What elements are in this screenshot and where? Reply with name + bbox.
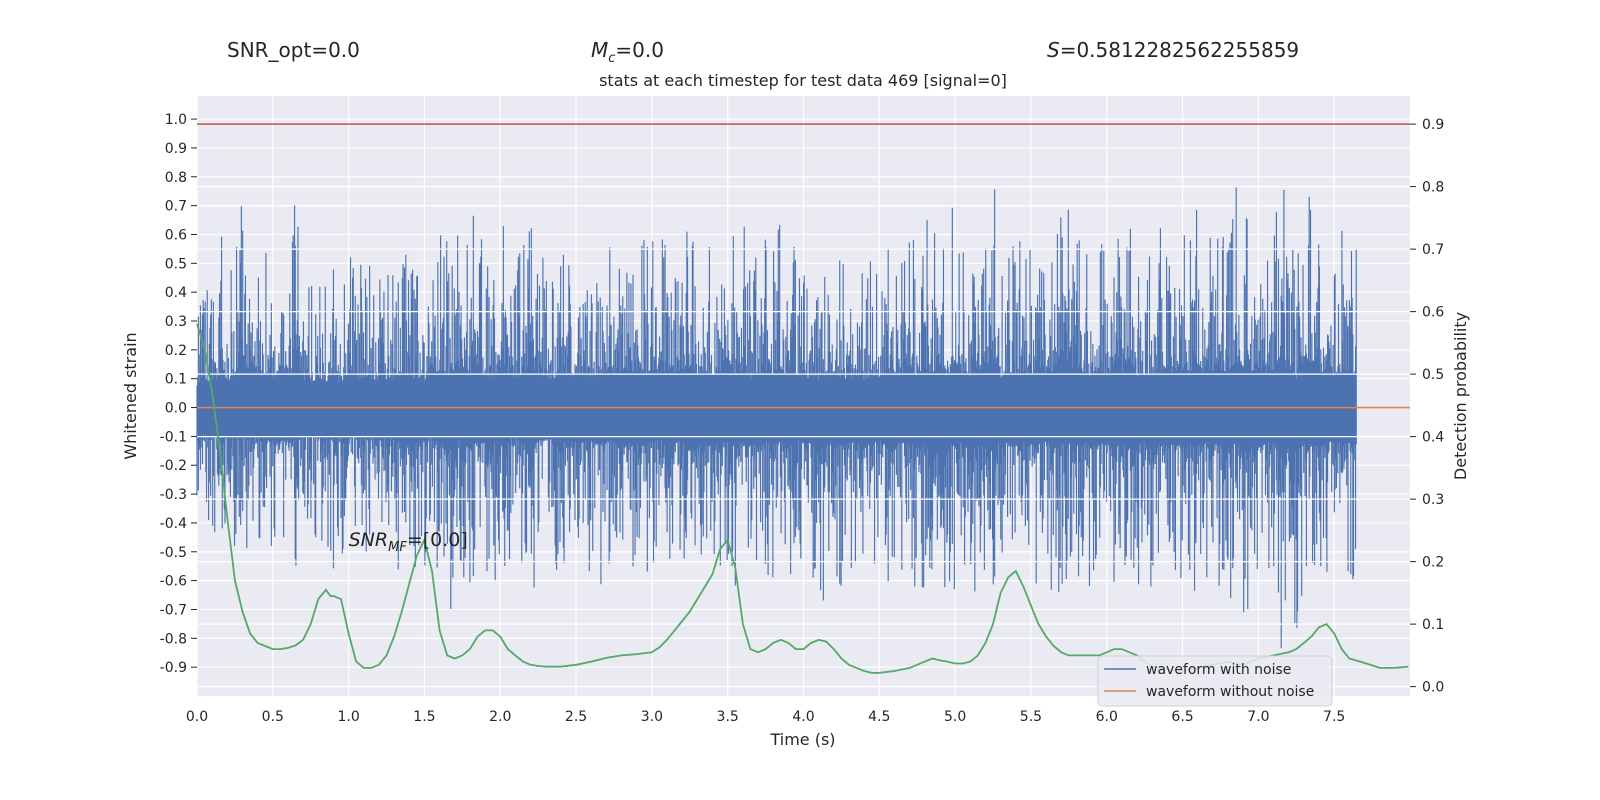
noise-waveform-path [196, 186, 1357, 649]
x-tick-label: 0.5 [262, 709, 284, 725]
y2-tick-label: 0.0 [1422, 680, 1444, 696]
s-symbol: S [1047, 38, 1060, 62]
x-tick-label: 4.0 [792, 709, 814, 725]
x-tick-label: 6.0 [1096, 709, 1118, 725]
x-tick-label: 5.5 [1020, 709, 1042, 725]
y-tick-label: -0.2 [160, 458, 187, 474]
x-tick-label: 6.5 [1171, 709, 1193, 725]
snr-mf-symbol: SNR [349, 529, 388, 551]
y2-tick-label: 0.8 [1422, 180, 1444, 196]
y-tick-label: -0.4 [160, 516, 187, 532]
y2-tick-label: 0.3 [1422, 492, 1444, 508]
s-value: =0.5812282562255859 [1059, 38, 1300, 62]
snr-mf-value: =[0.0] [407, 529, 468, 551]
y-tick-label: 1.0 [165, 112, 187, 128]
y-tick-label: -0.7 [160, 602, 187, 618]
y2-tick-label: 0.5 [1422, 367, 1444, 383]
y2-tick-label: 0.1 [1422, 617, 1444, 633]
mc-symbol: M [591, 38, 609, 62]
y-axis-ticks: 1.0 0.9 0.8 0.7 0.6 0.5 0.4 0.3 0.2 0.1 0.0 -0.1 -0.… [160, 112, 197, 676]
x-tick-label: 1.0 [337, 709, 359, 725]
legend-label-clean: waveform without noise [1146, 684, 1314, 700]
series-waveform-with-noise [196, 186, 1357, 649]
snr-mf-subscript: MF [388, 540, 407, 555]
x-axis-label: Time (s) [769, 730, 835, 749]
y-tick-label: 0.5 [165, 256, 187, 272]
snr-opt-text: SNR_opt=0.0 [227, 38, 360, 62]
y-tick-label: 0.7 [165, 199, 187, 215]
y-tick-label: 0.2 [165, 343, 187, 359]
y-axis-label: Whitened strain [121, 332, 140, 459]
legend: waveform with noise waveform without noi… [1097, 655, 1333, 707]
y2-tick-label: 0.6 [1422, 305, 1444, 321]
snr-mf-annotation: SNRMF=[0.0] [349, 529, 468, 555]
y2-tick-label: 0.2 [1422, 555, 1444, 571]
x-tick-label: 2.0 [489, 709, 511, 725]
y-tick-label: 0.6 [165, 227, 187, 243]
y-tick-label: 0.8 [165, 170, 187, 186]
x-tick-label: 3.5 [717, 709, 739, 725]
y2-axis-label: Detection probability [1451, 312, 1470, 480]
x-tick-label: 4.5 [868, 709, 890, 725]
legend-box [1097, 655, 1333, 707]
y-tick-label: -0.8 [160, 631, 187, 647]
s-stat: S=0.5812282562255859 [1047, 38, 1299, 62]
y-tick-label: 0.1 [165, 372, 187, 388]
mc-value: =0.0 [615, 38, 664, 62]
x-tick-label: 7.0 [1247, 709, 1269, 725]
y2-tick-label: 0.7 [1422, 242, 1444, 258]
y-tick-label: -0.1 [160, 429, 187, 445]
y-tick-label: -0.6 [160, 574, 187, 590]
y-tick-label: 0.0 [165, 401, 187, 417]
y2-tick-label: 0.4 [1422, 430, 1444, 446]
x-axis-ticks: 0.0 0.5 1.0 1.5 2.0 2.5 3.0 3.5 4.0 4.5 5.0 5.5 6.0 6… [186, 709, 1345, 725]
x-tick-label: 7.5 [1323, 709, 1345, 725]
legend-label-noise: waveform with noise [1146, 662, 1291, 678]
y-tick-label: 0.3 [165, 314, 187, 330]
x-tick-label: 2.5 [565, 709, 587, 725]
snr-opt-stat: SNR_opt=0.0 [227, 38, 360, 62]
x-tick-label: 3.0 [641, 709, 663, 725]
y-tick-label: 0.4 [165, 285, 187, 301]
y-tick-label: -0.3 [160, 487, 187, 503]
chart-title: stats at each timestep for test data 469… [599, 71, 1007, 90]
x-tick-label: 1.5 [413, 709, 435, 725]
y2-axis-ticks: 0.9 0.8 0.7 0.6 0.5 0.4 0.3 0.2 0.1 0.0 [1410, 117, 1444, 696]
chirp-mass-stat: Mc=0.0 [591, 38, 664, 66]
y-tick-label: 0.9 [165, 141, 187, 157]
y2-tick-label: 0.9 [1422, 117, 1444, 133]
y-tick-label: -0.9 [160, 660, 187, 676]
mc-subscript: c [608, 51, 616, 66]
x-tick-label: 0.0 [186, 709, 208, 725]
x-tick-label: 5.0 [944, 709, 966, 725]
y-tick-label: -0.5 [160, 545, 187, 561]
